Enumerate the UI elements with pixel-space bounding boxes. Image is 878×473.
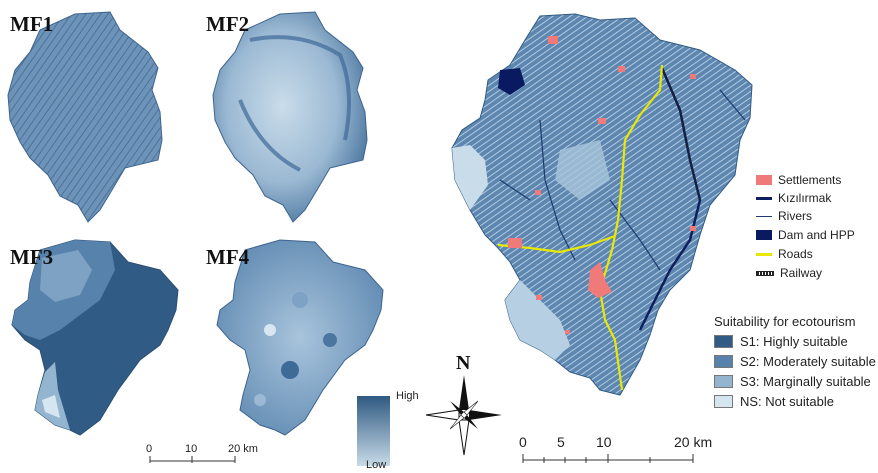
mf4-map [216,239,384,436]
suitability-label: NS: Not suitable [740,394,834,409]
suitability-label: S3: Marginally suitable [740,374,871,389]
legend-label: Kızılırmak [778,191,832,205]
mf3-map [11,239,179,436]
suitability-label: S1: Highly suitable [740,334,848,349]
ns-swatch [714,395,733,408]
roads-line-icon [756,252,772,256]
suitability-item-s3: S3: Marginally suitable [714,374,871,389]
s3-swatch [714,375,733,388]
mf1-map [7,11,163,223]
panel-label-mf2: MF2 [206,12,250,36]
rivers-line-icon [756,215,772,217]
suitability-item-s2: S2: Moderately suitable [714,354,876,369]
suitability-label: S2: Moderately suitable [740,354,876,369]
panel-label-mf1: MF1 [10,12,54,36]
panel-label-mf3: MF3 [10,245,54,269]
main-scale-bar [522,454,694,463]
small-scale-bar [149,456,236,463]
s1-swatch [714,335,733,348]
main-scale-tick-10: 10 [596,434,612,450]
suitability-item-s1: S1: Highly suitable [714,334,848,349]
kizilirmak-line-icon [756,196,772,200]
main-scale-tick-0: 0 [519,434,527,450]
small-scale-tick-10: 10 [185,443,198,455]
suitability-item-ns: NS: Not suitable [714,394,834,409]
mf2-map [212,11,368,223]
legend-label: Rivers [778,209,813,223]
suitability-legend-title: Suitability for ecotourism [714,314,856,329]
main-suitability-map [451,13,753,396]
legend-label: Roads [778,247,813,261]
panel-label-mf4: MF4 [206,245,250,269]
dam-swatch [756,230,772,240]
legend-label: Railway [780,266,823,280]
small-scale-tick-20: 20 km [228,443,258,455]
small-scale-tick-0: 0 [146,443,153,455]
railway-line-icon [756,270,774,276]
legend-item-settlements: Settlements [756,172,841,188]
legend-label: Dam and HPP [778,228,855,242]
legend-item-railway: Railway [756,265,822,281]
main-scale-tick-5: 5 [557,434,565,450]
gradient-legend-high: High [396,390,419,402]
main-scale-tick-20: 20 km [674,434,713,450]
legend-item-roads: Roads [756,246,813,262]
legend-item-rivers: Rivers [756,208,812,224]
legend-label: Settlements [778,173,842,187]
settlements-swatch [756,175,772,185]
north-label: N [456,352,471,374]
legend-item-dam: Dam and HPP [756,227,855,243]
legend-item-kizilirmak: Kızılırmak [756,190,831,206]
s2-swatch [714,355,733,368]
north-arrow-icon [425,375,502,456]
gradient-legend-low: Low [366,459,387,471]
gradient-legend-bar [357,396,390,466]
